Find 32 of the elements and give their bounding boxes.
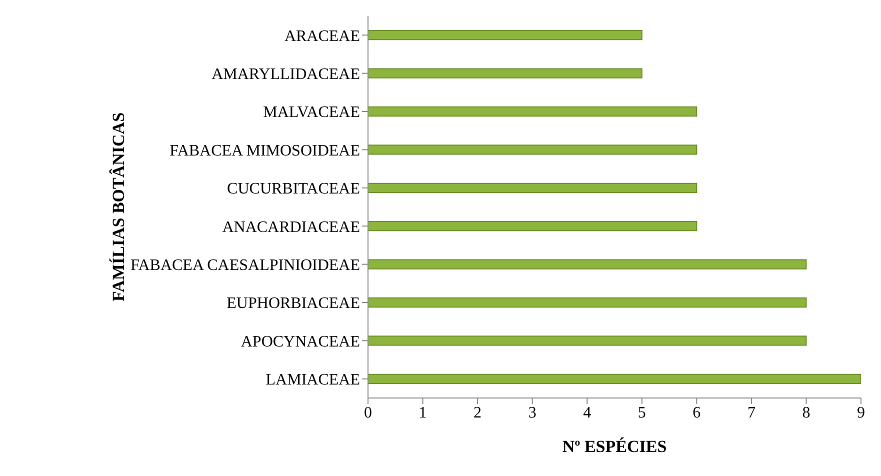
- x-tick-label: 8: [802, 404, 810, 422]
- x-tick-label: 2: [474, 404, 482, 422]
- x-tick-label: 7: [747, 404, 756, 422]
- y-axis-title: FAMÍLIAS BOTÂNICAS: [109, 112, 128, 302]
- bar: [368, 374, 861, 384]
- y-tick-label: CUCURBITACEAE: [227, 180, 360, 198]
- bar: [368, 221, 698, 232]
- y-tick-label: EUPHORBIACEAE: [226, 295, 360, 312]
- y-tick-label: APOCYNACEAE: [240, 333, 360, 350]
- bar: [368, 30, 642, 40]
- x-tick-label: 4: [583, 404, 592, 422]
- y-tick-label: MALVACEAE: [263, 104, 360, 122]
- x-tick-label: 6: [692, 404, 701, 422]
- bar: [368, 297, 807, 308]
- y-tick-label: ARACEAE: [284, 28, 360, 45]
- y-tick-label: FABACEA CAESALPINIOIDEAE: [130, 256, 360, 274]
- x-tick-label: 3: [528, 404, 536, 422]
- bar: [368, 68, 642, 78]
- y-tick-label: LAMIACEAE: [266, 372, 360, 389]
- bar: [368, 259, 807, 270]
- x-tick-label: 5: [638, 404, 646, 422]
- y-tick-label: FABACEA MIMOSOIDEAE: [170, 142, 360, 160]
- x-tick-label: 1: [418, 404, 427, 422]
- bar: [368, 106, 698, 117]
- y-tick-label: AMARYLLIDACEAE: [212, 66, 360, 83]
- y-tick-label: ANACARDIACEAE: [222, 218, 360, 236]
- bar: [368, 182, 698, 193]
- x-tick-label: 0: [364, 404, 372, 422]
- bar: [368, 144, 698, 155]
- bar: [368, 336, 807, 346]
- x-tick-label: 9: [857, 404, 865, 422]
- x-axis-title: Nº ESPÉCIES: [562, 437, 667, 456]
